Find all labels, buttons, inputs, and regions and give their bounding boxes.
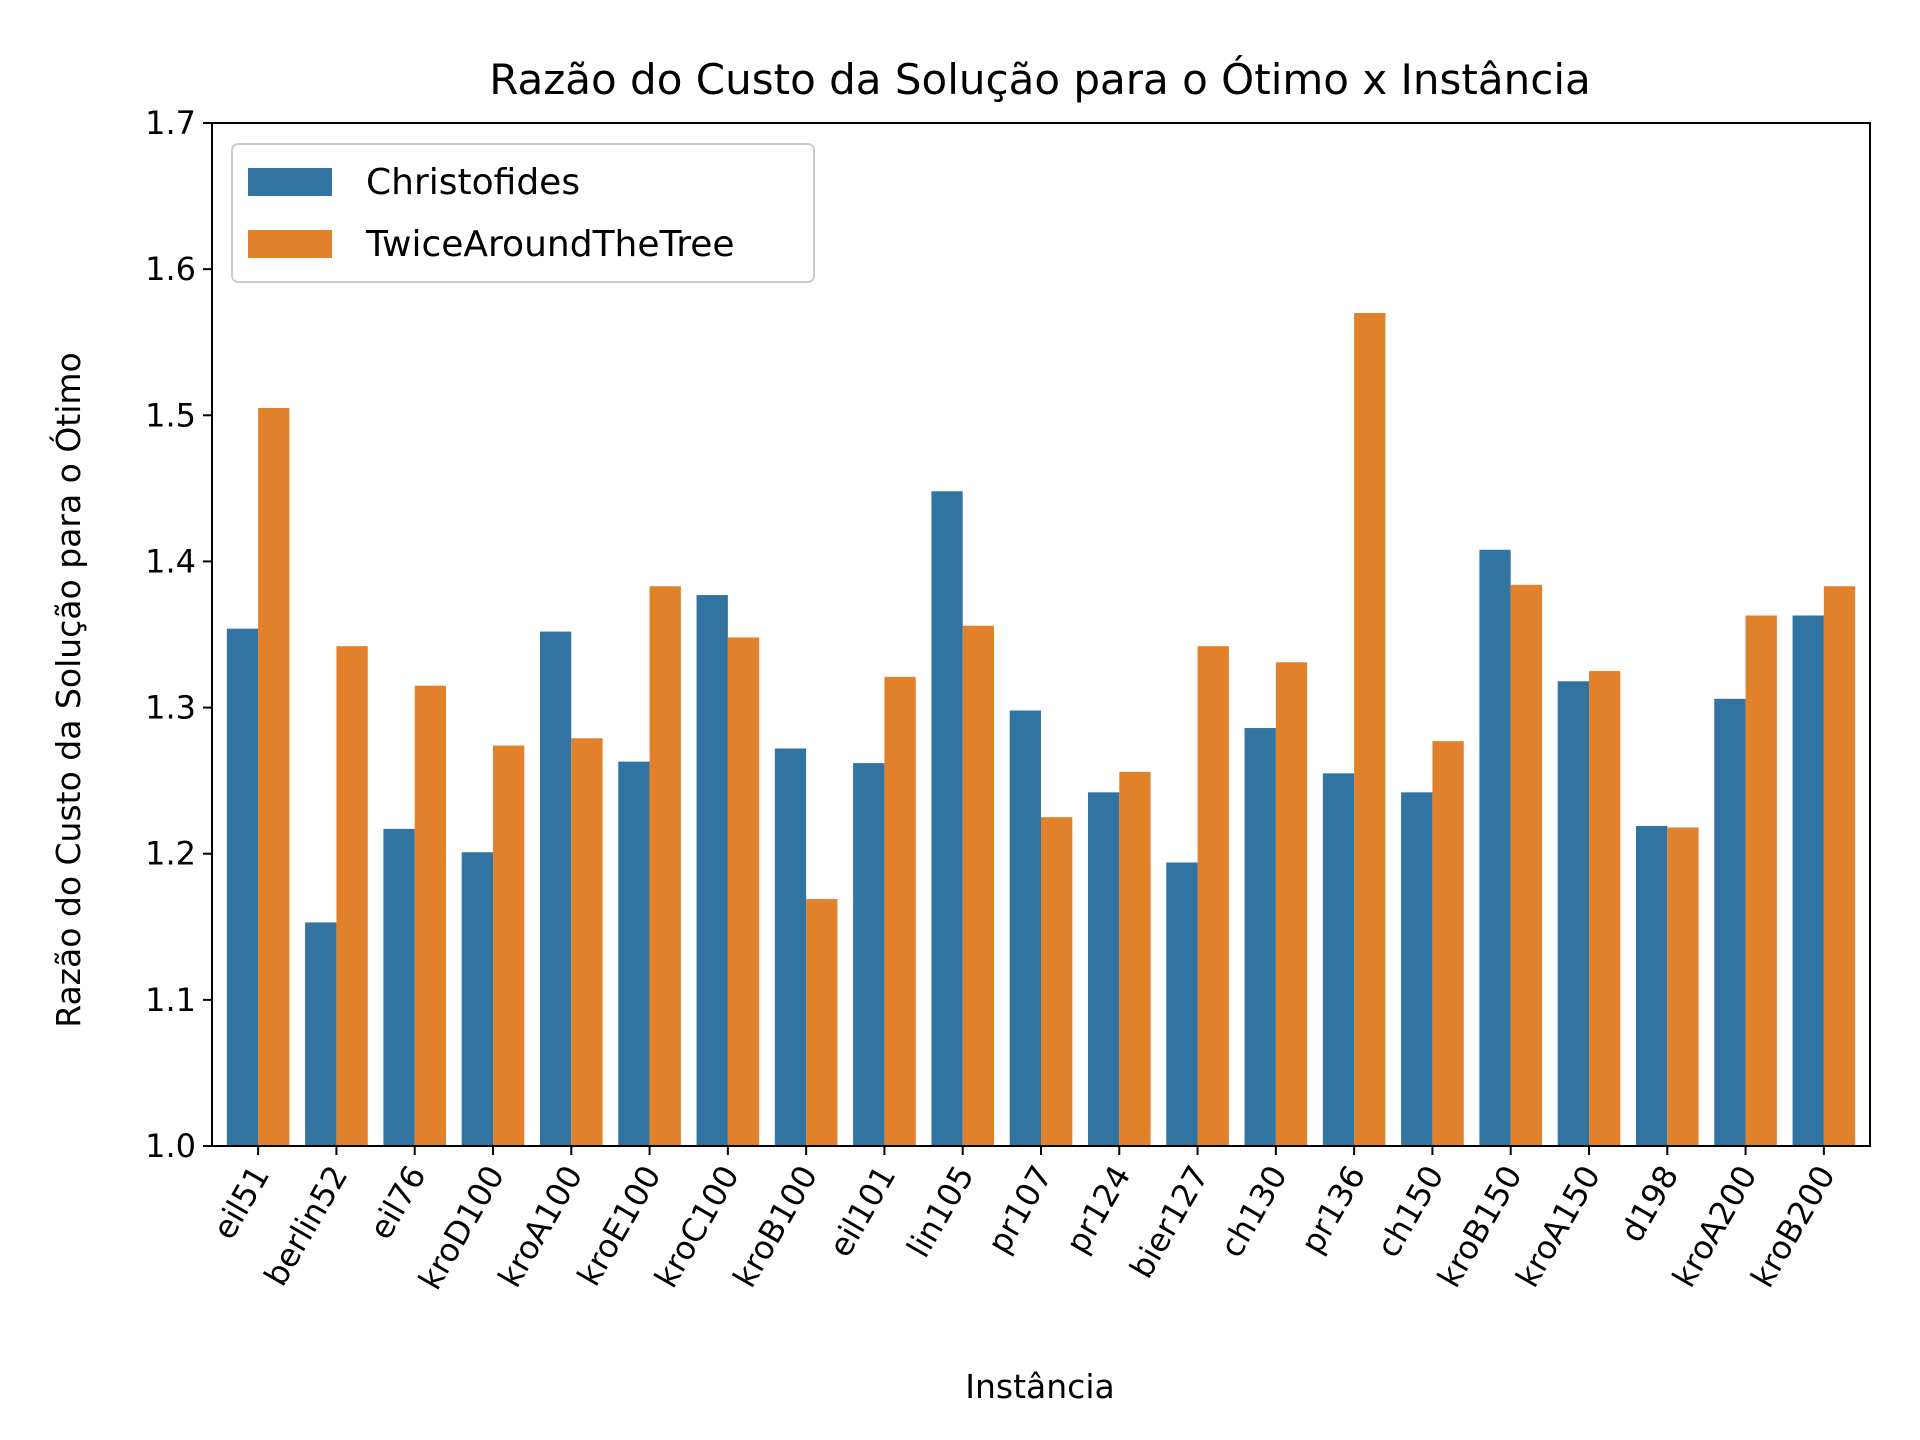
y-tick-label-1.3: 1.3 — [145, 689, 196, 727]
legend-label-christofides: Christofides — [366, 162, 580, 203]
bar-twicearoundthetree-ch150 — [1432, 741, 1464, 1146]
legend-label-twicearoundthetree: TwiceAroundTheTree — [365, 224, 735, 265]
bar-christofides-pr136 — [1322, 773, 1355, 1146]
bar-twicearoundthetree-kroB100 — [806, 899, 838, 1146]
legend: Christofides TwiceAroundTheTree — [231, 143, 815, 283]
bar-christofides-kroA100 — [539, 631, 572, 1146]
plot-area — [226, 312, 1856, 1147]
bar-twicearoundthetree-eil51 — [258, 407, 290, 1147]
bar-twicearoundthetree-kroE100 — [649, 586, 681, 1146]
bar-christofides-kroE100 — [618, 761, 650, 1146]
bar-twicearoundthetree-kroD100 — [493, 745, 525, 1146]
bar-christofides-eil76 — [383, 828, 415, 1146]
legend-box — [231, 143, 815, 283]
bar-twicearoundthetree-pr107 — [1041, 817, 1073, 1146]
chart-title: Razão do Custo da Solução para o Ótimo x… — [489, 54, 1591, 104]
legend-swatch-twicearoundthetree — [248, 230, 332, 258]
bar-twicearoundthetree-bier127 — [1197, 646, 1229, 1146]
bar-christofides-kroB100 — [774, 748, 807, 1146]
bar-christofides-kroA150 — [1557, 681, 1589, 1146]
y-axis: 1.0 1.1 1.2 1.3 1.4 1.5 1.6 1.7 — [145, 104, 212, 1165]
bar-christofides-bier127 — [1166, 862, 1198, 1146]
bar-twicearoundthetree-kroA100 — [571, 738, 603, 1146]
y-tick-label-1.1: 1.1 — [145, 981, 196, 1019]
bar-twicearoundthetree-kroA150 — [1589, 671, 1621, 1146]
y-tick-label-1.7: 1.7 — [145, 104, 196, 142]
plot-frame — [211, 122, 1871, 1147]
bar-twicearoundthetree-berlin52 — [336, 646, 368, 1146]
y-tick-label-1.2: 1.2 — [145, 835, 196, 873]
y-tick-label-1.5: 1.5 — [145, 396, 196, 434]
y-tick-label-1.0: 1.0 — [145, 1127, 196, 1165]
bar-christofides-kroC100 — [696, 595, 728, 1146]
bar-twicearoundthetree-lin105 — [962, 625, 995, 1146]
bar-christofides-d198 — [1635, 825, 1668, 1146]
bar-christofides-kroD100 — [461, 852, 493, 1146]
bar-christofides-eil101 — [853, 763, 885, 1146]
bar-christofides-kroB200 — [1792, 615, 1824, 1146]
bar-twicearoundthetree-kroC100 — [727, 637, 760, 1146]
bar-twicearoundthetree-kroB200 — [1823, 586, 1856, 1146]
bar-christofides-ch150 — [1401, 792, 1433, 1146]
bar-christofides-lin105 — [931, 491, 963, 1146]
bar-twicearoundthetree-eil76 — [414, 685, 447, 1146]
bar-twicearoundthetree-ch130 — [1275, 662, 1308, 1146]
y-tick-label-1.4: 1.4 — [145, 542, 196, 580]
bar-twicearoundthetree-pr136 — [1354, 312, 1386, 1146]
legend-swatch-christofides — [248, 168, 332, 196]
bar-twicearoundthetree-pr124 — [1119, 771, 1151, 1146]
bar-christofides-ch130 — [1244, 728, 1276, 1146]
bar-christofides-eil51 — [226, 628, 259, 1146]
bar-christofides-pr107 — [1009, 710, 1041, 1146]
bar-christofides-kroB150 — [1479, 549, 1511, 1146]
x-axis-label: Instância — [965, 1367, 1114, 1406]
y-tick-label-1.6: 1.6 — [145, 250, 196, 288]
bar-twicearoundthetree-kroB150 — [1510, 584, 1543, 1146]
bar-twicearoundthetree-eil101 — [884, 676, 916, 1146]
y-axis-label: Razão do Custo da Solução para o Ótimo — [48, 352, 88, 1028]
bar-twicearoundthetree-d198 — [1667, 827, 1699, 1146]
bar-twicearoundthetree-kroA200 — [1745, 615, 1777, 1146]
bar-christofides-berlin52 — [305, 922, 337, 1146]
bar-christofides-pr124 — [1087, 792, 1120, 1146]
bar-christofides-kroA200 — [1714, 698, 1746, 1146]
